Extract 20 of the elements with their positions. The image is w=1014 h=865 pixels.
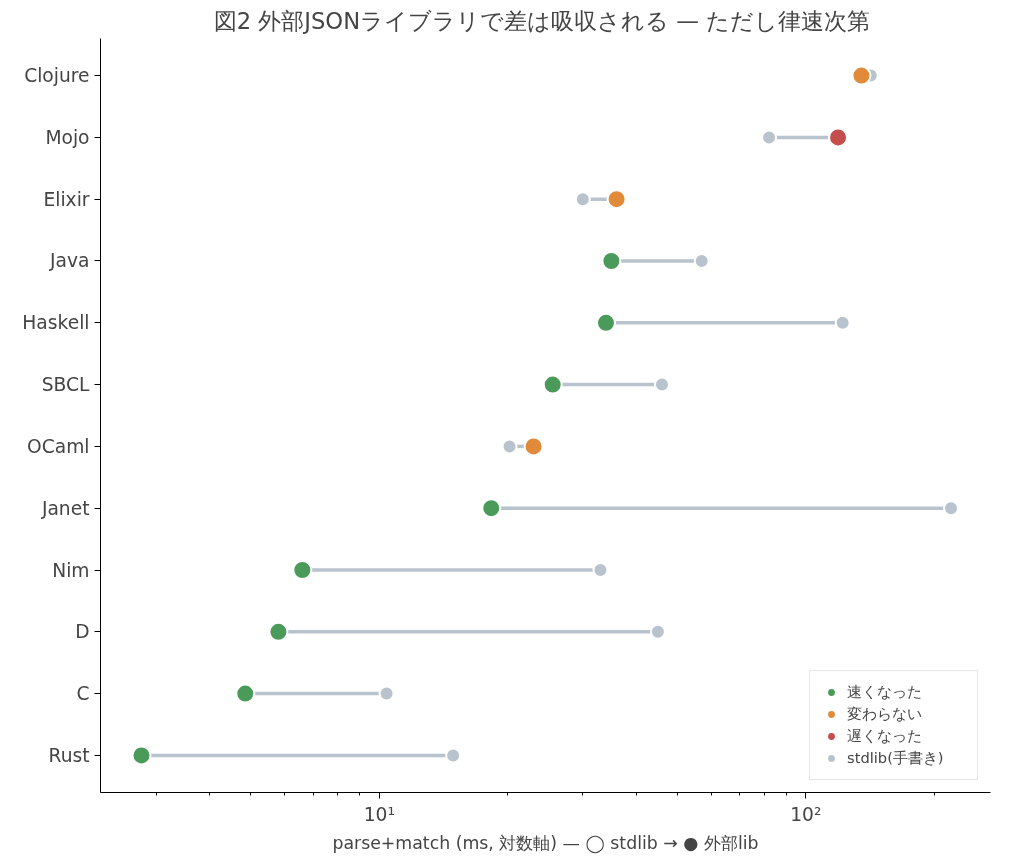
y-tick-label: Janet: [40, 497, 90, 519]
y-tick-label: Java: [49, 250, 90, 272]
legend-label: 変わらない: [847, 704, 923, 724]
y-tick-label: Clojure: [24, 65, 90, 87]
y-tick-label: C: [76, 683, 90, 705]
y-tick-label: OCaml: [27, 435, 90, 457]
y-tick-label: D: [75, 621, 90, 643]
legend-label: stdlib(手書き): [847, 748, 945, 768]
y-tick-label: Haskell: [22, 312, 90, 334]
x-axis-title: parse+match (ms, 対数軸) — ◯ stdlib → ● 外部lib: [332, 832, 759, 854]
y-tick-label: Nim: [52, 559, 90, 581]
y-tick-label: Mojo: [45, 126, 90, 148]
chart-title: 図2 外部JSONライブラリで差は吸収される — ただし律速次第: [213, 7, 871, 34]
y-tick-label: Rust: [48, 744, 90, 766]
x-tick-label: 10¹: [363, 803, 395, 825]
legend-label: 速くなった: [847, 682, 923, 702]
legend-label: 遅くなった: [847, 726, 923, 746]
x-tick-label: 10²: [790, 803, 822, 825]
y-tick-label: Elixir: [43, 188, 90, 210]
y-tick-label: SBCL: [41, 374, 91, 396]
